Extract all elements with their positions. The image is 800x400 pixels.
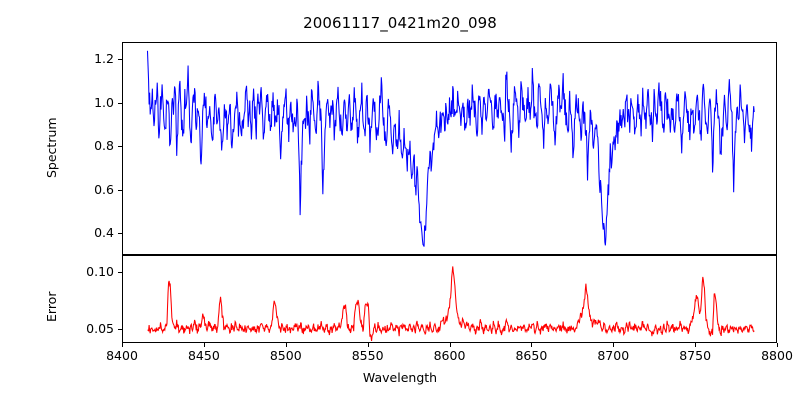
y-tick-mark-spectrum-0.6 (118, 189, 122, 191)
x-tick-mark-8700 (613, 343, 615, 347)
x-axis-label: Wavelength (362, 370, 438, 385)
x-tick-label-8400: 8400 (106, 348, 138, 363)
y-tick-label-error-0.10: 0.10 (86, 264, 114, 280)
chart-title: 20061117_0421m20_098 (303, 14, 497, 32)
y-tick-mark-spectrum-1.0 (118, 102, 122, 104)
y-tick-mark-spectrum-1.2 (118, 59, 122, 61)
y-tick-label-spectrum-1.0: 1.0 (94, 94, 114, 110)
x-tick-label-8700: 8700 (597, 348, 630, 363)
x-tick-label-8750: 8750 (679, 348, 712, 363)
spectrum-plot-panel (122, 42, 777, 255)
y-tick-label-spectrum-0.6: 0.6 (94, 181, 114, 197)
y-tick-label-spectrum-1.2: 1.2 (94, 51, 114, 67)
x-tick-label-8550: 8550 (351, 348, 384, 363)
x-tick-mark-8550 (367, 343, 369, 347)
x-tick-label-8650: 8650 (515, 348, 548, 363)
x-tick-mark-8450 (203, 343, 205, 347)
y-tick-label-error-0.05: 0.05 (86, 321, 114, 337)
y-tick-mark-error-0.05 (118, 329, 122, 331)
x-tick-label-8450: 8450 (187, 348, 220, 363)
x-tick-mark-8800 (777, 343, 779, 347)
error-plot-panel (122, 255, 777, 343)
y-tick-mark-error-0.10 (118, 272, 122, 274)
y-axis-label-error: Error (44, 291, 59, 322)
x-tick-mark-8600 (449, 343, 451, 347)
y-tick-label-spectrum-0.8: 0.8 (94, 138, 114, 154)
y-tick-mark-spectrum-0.8 (118, 146, 122, 148)
error-line-series (123, 256, 776, 342)
y-tick-label-spectrum-0.4: 0.4 (94, 225, 114, 241)
x-tick-mark-8750 (695, 343, 697, 347)
y-tick-mark-spectrum-0.4 (118, 233, 122, 235)
y-axis-label-spectrum: Spectrum (44, 117, 59, 178)
spectrum-line-series (123, 43, 776, 254)
x-tick-mark-8400 (122, 343, 124, 347)
x-tick-mark-8650 (531, 343, 533, 347)
x-tick-label-8600: 8600 (433, 348, 466, 363)
x-tick-label-8500: 8500 (269, 348, 302, 363)
x-tick-label-8800: 8800 (761, 348, 793, 363)
x-tick-mark-8500 (285, 343, 287, 347)
